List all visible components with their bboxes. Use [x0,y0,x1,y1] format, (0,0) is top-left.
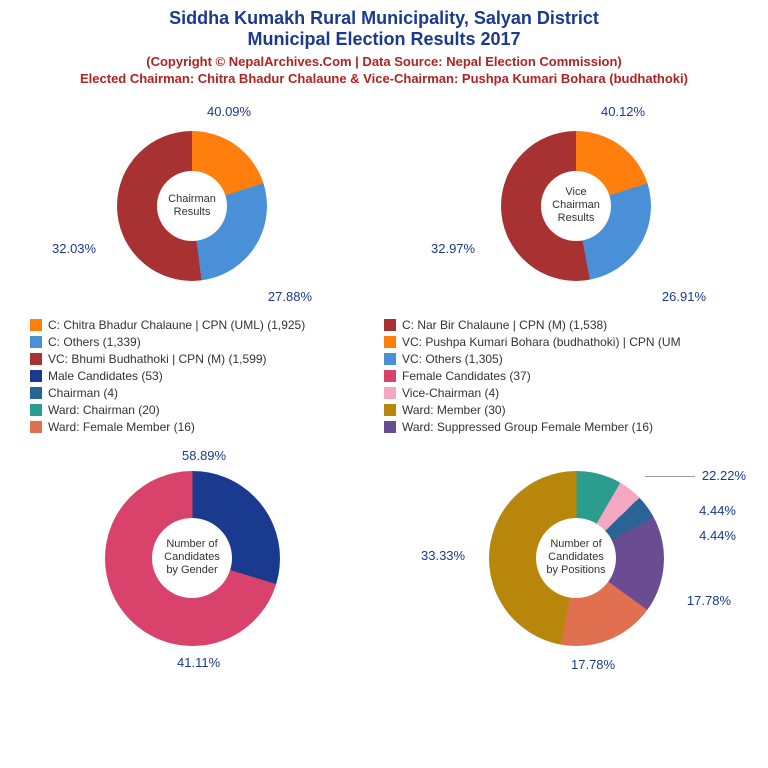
legend-swatch [384,319,396,331]
legend-swatch [30,387,42,399]
leader-line [645,476,695,477]
legend-swatch [30,404,42,416]
legend-item: Vice-Chairman (4) [384,386,738,400]
legend-text: Ward: Chairman (20) [48,403,160,417]
legend-text: Chairman (4) [48,386,118,400]
legend-swatch [30,353,42,365]
chairman-chart-wrap: ChairmanResults 40.09% 27.88% 32.03% [22,106,362,306]
legend-swatch [30,336,42,348]
positions-chart-wrap: Number ofCandidatesby Positions 22.22% 4… [406,448,746,668]
legend-text: C: Others (1,339) [48,335,141,349]
legend-text: VC: Pushpa Kumari Bohara (budhathoki) | … [402,335,681,349]
chairman-center-label: ChairmanResults [158,193,226,219]
legend-text: VC: Bhumi Budhathoki | CPN (M) (1,599) [48,352,267,366]
legend-item: Chairman (4) [30,386,384,400]
pos-pct-br: 17.78% [687,593,731,608]
legend-block: C: Chitra Bhadur Chalaune | CPN (UML) (1… [0,310,768,438]
vice-chairman-center-label: ViceChairmanResults [542,186,610,226]
copyright-line: (Copyright © NepalArchives.Com | Data So… [0,54,768,69]
bottom-charts-row: Number ofCandidatesby Gender 58.89% 41.1… [0,448,768,668]
legend-swatch [384,353,396,365]
chairman-pct-3: 32.03% [52,241,96,256]
legend-item: Ward: Member (30) [384,403,738,417]
legend-text: VC: Others (1,305) [402,352,503,366]
pos-pct-tr: 22.22% [702,468,746,483]
gender-pct-2: 41.11% [177,655,220,670]
vc-pct-3: 32.97% [431,241,475,256]
gender-chart-wrap: Number ofCandidatesby Gender 58.89% 41.1… [22,448,362,668]
pos-pct-r1: 4.44% [699,503,736,518]
vice-chairman-donut: ViceChairmanResults [501,131,651,281]
positions-donut: Number ofCandidatesby Positions [489,471,664,646]
legend-text: C: Chitra Bhadur Chalaune | CPN (UML) (1… [48,318,305,332]
header: Siddha Kumakh Rural Municipality, Salyan… [0,0,768,86]
legend-item: VC: Pushpa Kumari Bohara (budhathoki) | … [384,335,738,349]
pos-pct-r2: 4.44% [699,528,736,543]
legend-item: Female Candidates (37) [384,369,738,383]
legend-item: C: Others (1,339) [30,335,384,349]
legend-item: Male Candidates (53) [30,369,384,383]
legend-swatch [384,370,396,382]
legend-text: Ward: Suppressed Group Female Member (16… [402,420,653,434]
legend-swatch [384,336,396,348]
legend-item: C: Chitra Bhadur Chalaune | CPN (UML) (1… [30,318,384,332]
legend-item: Ward: Chairman (20) [30,403,384,417]
legend-item: Ward: Suppressed Group Female Member (16… [384,420,738,434]
chairman-pct-2: 27.88% [268,289,312,304]
legend-swatch [30,370,42,382]
positions-center-label: Number ofCandidatesby Positions [537,538,615,578]
legend-grid: C: Chitra Bhadur Chalaune | CPN (UML) (1… [30,318,738,434]
legend-swatch [30,319,42,331]
legend-item: C: Nar Bir Chalaune | CPN (M) (1,538) [384,318,738,332]
legend-text: C: Nar Bir Chalaune | CPN (M) (1,538) [402,318,607,332]
gender-donut: Number ofCandidatesby Gender [105,471,280,646]
legend-swatch [384,387,396,399]
gender-pct-1: 58.89% [182,448,226,463]
legend-swatch [384,421,396,433]
legend-swatch [384,404,396,416]
title-line-1: Siddha Kumakh Rural Municipality, Salyan… [0,8,768,29]
legend-text: Vice-Chairman (4) [402,386,499,400]
chairman-pct-1: 40.09% [207,104,251,119]
top-charts-row: ChairmanResults 40.09% 27.88% 32.03% Vic… [0,106,768,306]
vice-chairman-chart-wrap: ViceChairmanResults 40.12% 26.91% 32.97% [406,106,746,306]
legend-text: Male Candidates (53) [48,369,163,383]
legend-swatch [30,421,42,433]
title-line-2: Municipal Election Results 2017 [0,29,768,50]
legend-text: Ward: Female Member (16) [48,420,195,434]
gender-center-label: Number ofCandidatesby Gender [153,538,231,578]
legend-item: VC: Bhumi Budhathoki | CPN (M) (1,599) [30,352,384,366]
vc-pct-1: 40.12% [601,104,645,119]
legend-text: Ward: Member (30) [402,403,506,417]
elected-line: Elected Chairman: Chitra Bhadur Chalaune… [0,71,768,86]
pos-pct-l: 33.33% [421,548,465,563]
legend-text: Female Candidates (37) [402,369,531,383]
legend-item: Ward: Female Member (16) [30,420,384,434]
vc-pct-2: 26.91% [662,289,706,304]
legend-item: VC: Others (1,305) [384,352,738,366]
pos-pct-b: 17.78% [571,657,615,672]
chairman-donut: ChairmanResults [117,131,267,281]
